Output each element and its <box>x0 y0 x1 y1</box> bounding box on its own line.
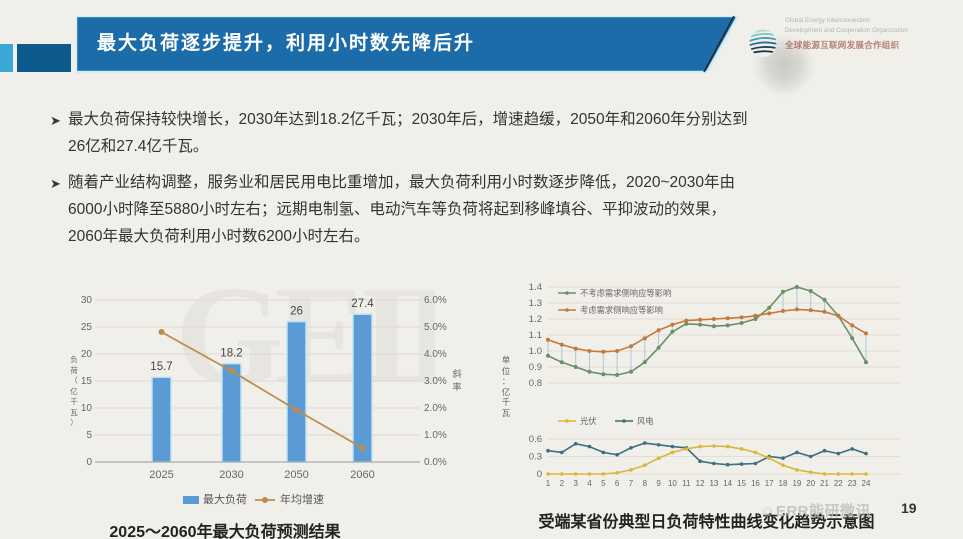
svg-text:0.6: 0.6 <box>529 434 542 445</box>
svg-text:0.8: 0.8 <box>529 378 542 389</box>
svg-text:17: 17 <box>765 479 774 488</box>
svg-text:9: 9 <box>656 479 661 488</box>
svg-text:0: 0 <box>537 469 542 480</box>
svg-text:6.0%: 6.0% <box>424 295 447 306</box>
svg-text:4: 4 <box>587 479 592 488</box>
svg-text:19: 19 <box>792 479 801 488</box>
svg-text:1.2: 1.2 <box>529 314 542 325</box>
svg-text:27.4: 27.4 <box>351 298 374 310</box>
svg-text:1.1: 1.1 <box>529 330 542 341</box>
svg-text:14: 14 <box>723 479 732 488</box>
svg-text:5: 5 <box>86 430 92 441</box>
svg-text:1: 1 <box>546 479 551 488</box>
svg-text:16: 16 <box>751 479 760 488</box>
svg-text:6: 6 <box>615 479 620 488</box>
svg-text:风电: 风电 <box>637 416 654 426</box>
svg-text:不考虑需求侧响应等影响: 不考虑需求侧响应等影响 <box>580 288 671 298</box>
svg-text:2025: 2025 <box>149 469 173 481</box>
svg-text:0.0%: 0.0% <box>424 457 447 468</box>
svg-text:15: 15 <box>737 479 746 488</box>
svg-text:22: 22 <box>834 479 843 488</box>
svg-text:3: 3 <box>573 479 578 488</box>
svg-text:1.0: 1.0 <box>529 346 542 357</box>
svg-text:5: 5 <box>601 479 606 488</box>
svg-text:24: 24 <box>862 479 871 488</box>
svg-text:8: 8 <box>643 479 648 488</box>
svg-text:光伏: 光伏 <box>580 416 597 426</box>
svg-text:4.0%: 4.0% <box>424 349 447 360</box>
svg-text:1.4: 1.4 <box>529 282 542 293</box>
svg-text:23: 23 <box>848 479 857 488</box>
svg-text:15.7: 15.7 <box>150 361 172 373</box>
svg-text:0.3: 0.3 <box>529 452 542 463</box>
svg-text:2050: 2050 <box>284 469 308 481</box>
svg-text:2060: 2060 <box>350 469 374 481</box>
svg-text:年均增速: 年均增速 <box>280 492 324 506</box>
svg-text:考虑需求侧响应等影响: 考虑需求侧响应等影响 <box>580 305 663 315</box>
svg-text:18: 18 <box>779 479 788 488</box>
svg-text:25: 25 <box>81 322 93 333</box>
svg-text:21: 21 <box>820 479 829 488</box>
svg-text:2: 2 <box>560 479 565 488</box>
svg-text:10: 10 <box>81 403 93 414</box>
svg-text:1.0%: 1.0% <box>424 430 447 441</box>
svg-text:1.3: 1.3 <box>529 298 542 309</box>
svg-text:5.0%: 5.0% <box>424 322 447 333</box>
svg-text:15: 15 <box>81 376 93 387</box>
svg-text:20: 20 <box>806 479 815 488</box>
svg-text:10: 10 <box>668 479 677 488</box>
svg-text:11: 11 <box>682 479 691 488</box>
svg-text:18.2: 18.2 <box>220 348 242 360</box>
svg-text:20: 20 <box>81 349 93 360</box>
svg-text:12: 12 <box>696 479 705 488</box>
svg-text:0: 0 <box>86 457 92 468</box>
svg-text:2.0%: 2.0% <box>424 403 447 414</box>
svg-text:2030: 2030 <box>219 469 243 481</box>
svg-text:26: 26 <box>290 306 303 318</box>
svg-text:0.9: 0.9 <box>529 362 542 373</box>
svg-text:7: 7 <box>629 479 634 488</box>
svg-text:13: 13 <box>709 479 718 488</box>
svg-text:30: 30 <box>81 295 93 306</box>
svg-text:最大负荷: 最大负荷 <box>203 492 247 506</box>
svg-text:3.0%: 3.0% <box>424 376 447 387</box>
